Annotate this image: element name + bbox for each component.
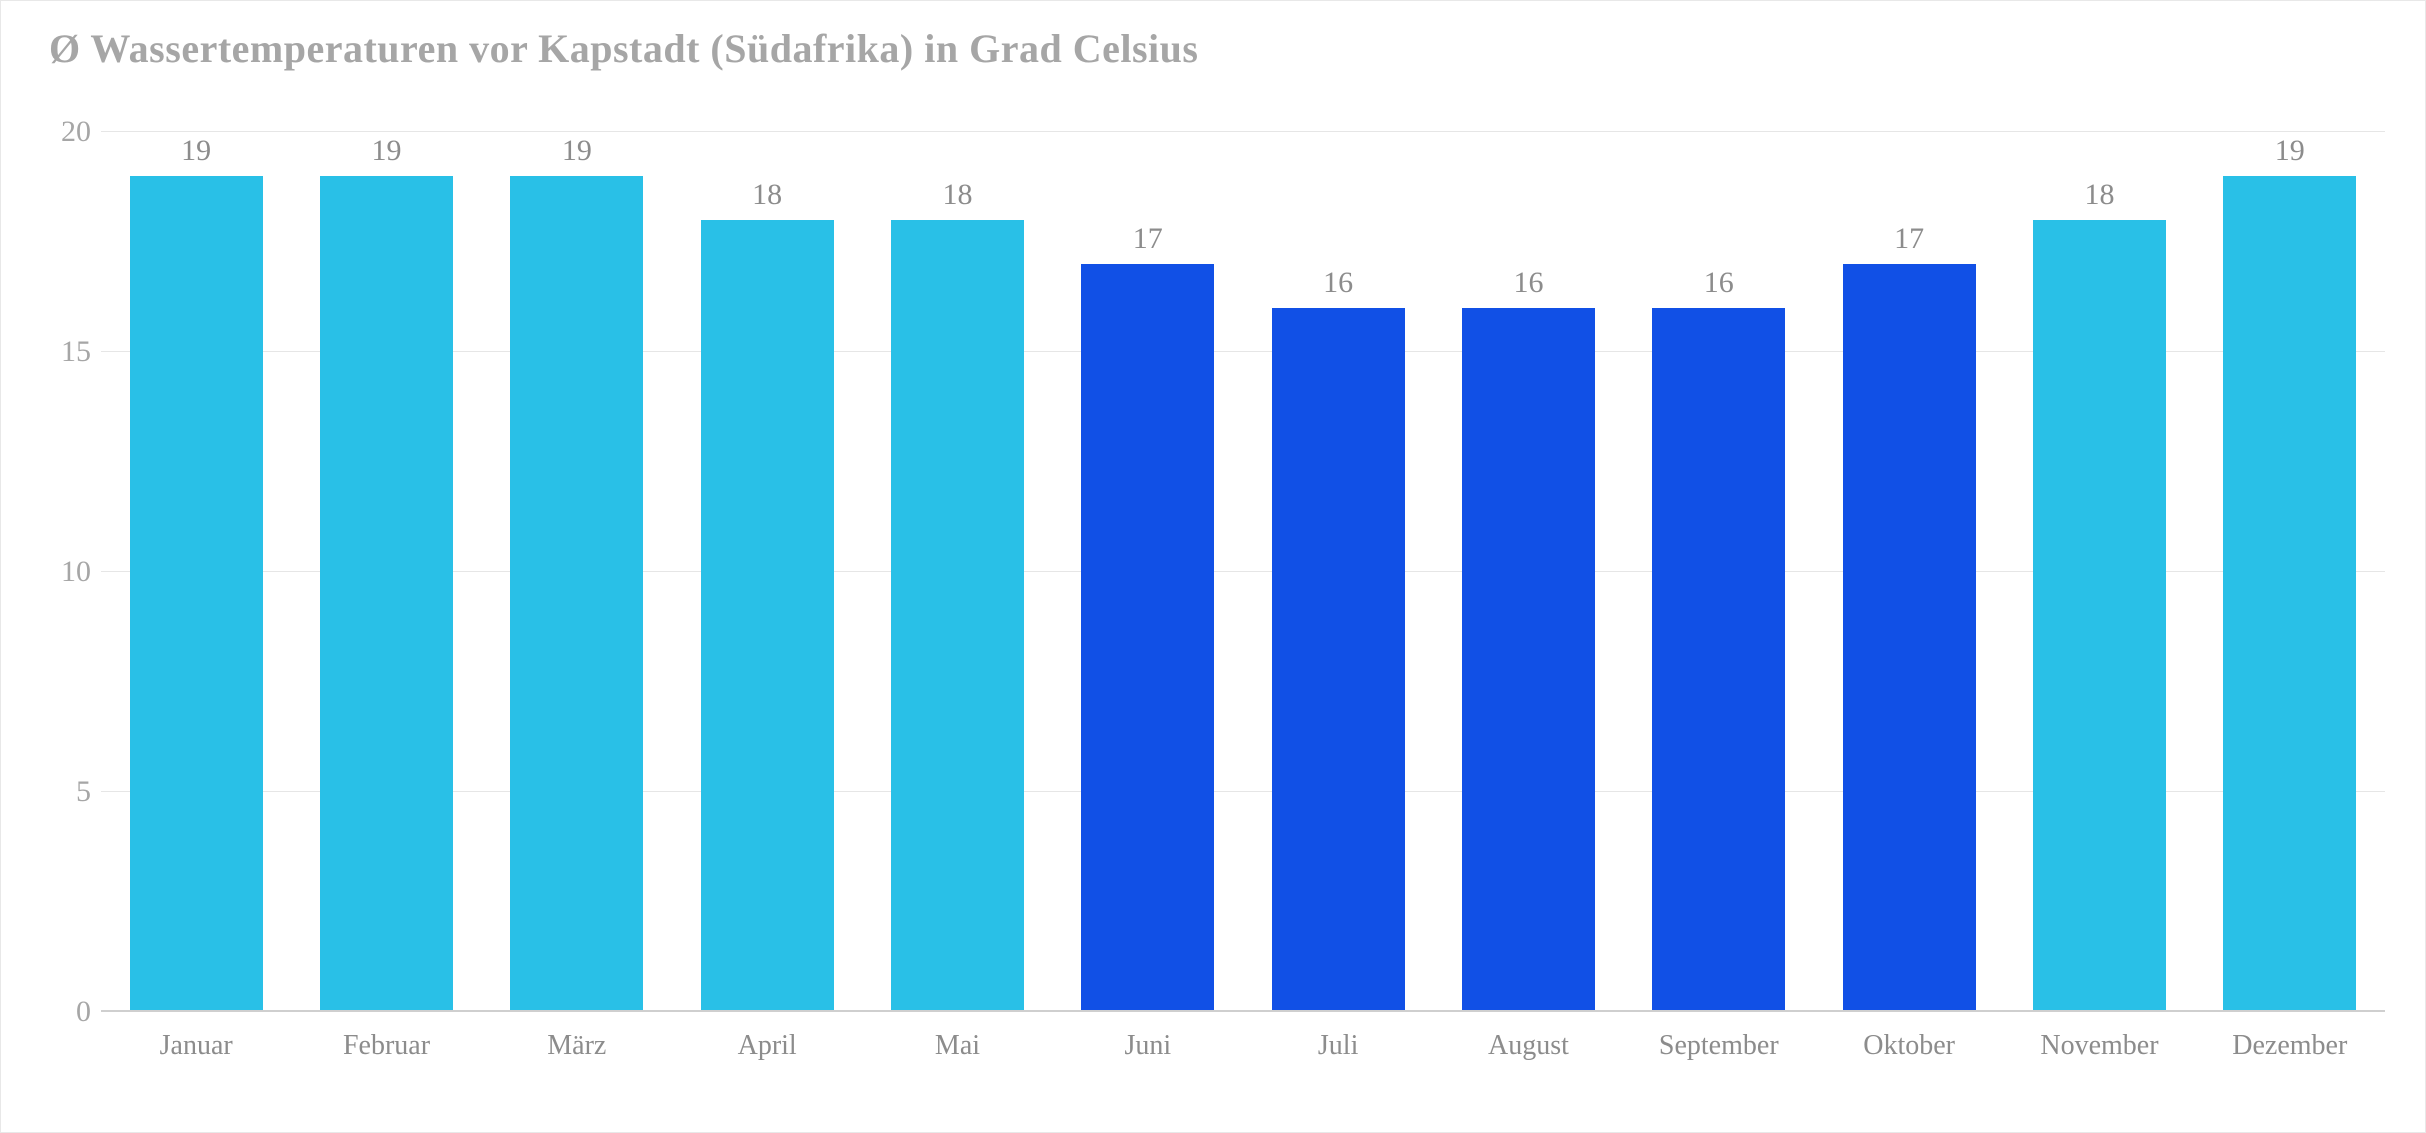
bar-rect bbox=[2223, 176, 2356, 1012]
bar-value-label: 18 bbox=[2084, 178, 2114, 212]
bar-value-label: 18 bbox=[942, 178, 972, 212]
bar-rect bbox=[1843, 264, 1976, 1012]
plot-area: 19 19 19 18 18 17 16 16 16 17 18 19 bbox=[101, 132, 2385, 1012]
y-tick-label: 10 bbox=[61, 555, 91, 589]
x-tick-label: September bbox=[1624, 1012, 1814, 1072]
bar-slot: 17 bbox=[1053, 132, 1243, 1012]
bar-rect bbox=[320, 176, 453, 1012]
bar-rect bbox=[130, 176, 263, 1012]
bar-rect bbox=[1081, 264, 1214, 1012]
bar-slot: 16 bbox=[1433, 132, 1623, 1012]
bar-value-label: 17 bbox=[1133, 222, 1163, 256]
x-tick-label: Februar bbox=[291, 1012, 481, 1072]
bar-slot: 18 bbox=[672, 132, 862, 1012]
x-tick-label: Dezember bbox=[2195, 1012, 2385, 1072]
bar-rect bbox=[891, 220, 1024, 1012]
bar-value-label: 17 bbox=[1894, 222, 1924, 256]
bars-layer: 19 19 19 18 18 17 16 16 16 17 18 19 bbox=[101, 132, 2385, 1012]
chart-container: Ø Wassertemperaturen vor Kapstadt (Südaf… bbox=[0, 0, 2426, 1133]
bar-rect bbox=[1272, 308, 1405, 1012]
bar-slot: 16 bbox=[1624, 132, 1814, 1012]
chart-title: Ø Wassertemperaturen vor Kapstadt (Südaf… bbox=[49, 25, 2385, 72]
x-tick-label: August bbox=[1433, 1012, 1623, 1072]
y-tick-label: 5 bbox=[76, 775, 91, 809]
bar-slot: 18 bbox=[862, 132, 1052, 1012]
x-tick-label: Januar bbox=[101, 1012, 291, 1072]
x-tick-label: Juni bbox=[1053, 1012, 1243, 1072]
x-axis-labels: JanuarFebruarMärzAprilMaiJuniJuliAugustS… bbox=[101, 1012, 2385, 1072]
y-tick-label: 0 bbox=[76, 995, 91, 1029]
plot-wrap: 05101520 191919181817161616171819 Januar… bbox=[41, 132, 2385, 1072]
bar-slot: 19 bbox=[291, 132, 481, 1012]
x-tick-label: November bbox=[2004, 1012, 2194, 1072]
y-axis: 05101520 bbox=[41, 132, 101, 1072]
bar-value-label: 19 bbox=[181, 134, 211, 168]
bar-slot: 19 bbox=[2195, 132, 2385, 1012]
bar-rect bbox=[701, 220, 834, 1012]
x-tick-label: April bbox=[672, 1012, 862, 1072]
x-tick-label: März bbox=[482, 1012, 672, 1072]
bar-value-label: 18 bbox=[752, 178, 782, 212]
bar-slot: 18 bbox=[2004, 132, 2194, 1012]
bar-slot: 19 bbox=[482, 132, 672, 1012]
x-tick-label: Oktober bbox=[1814, 1012, 2004, 1072]
x-tick-label: Mai bbox=[862, 1012, 1052, 1072]
bar-slot: 19 bbox=[101, 132, 291, 1012]
bar-rect bbox=[2033, 220, 2166, 1012]
bar-value-label: 16 bbox=[1513, 266, 1543, 300]
bar-rect bbox=[510, 176, 643, 1012]
y-tick-label: 15 bbox=[61, 335, 91, 369]
bar-rect bbox=[1462, 308, 1595, 1012]
bar-slot: 16 bbox=[1243, 132, 1433, 1012]
bar-value-label: 16 bbox=[1704, 266, 1734, 300]
x-tick-label: Juli bbox=[1243, 1012, 1433, 1072]
bar-value-label: 19 bbox=[371, 134, 401, 168]
bar-value-label: 19 bbox=[2275, 134, 2305, 168]
bar-rect bbox=[1652, 308, 1785, 1012]
bar-value-label: 16 bbox=[1323, 266, 1353, 300]
bar-slot: 17 bbox=[1814, 132, 2004, 1012]
bar-value-label: 19 bbox=[562, 134, 592, 168]
y-tick-label: 20 bbox=[61, 115, 91, 149]
